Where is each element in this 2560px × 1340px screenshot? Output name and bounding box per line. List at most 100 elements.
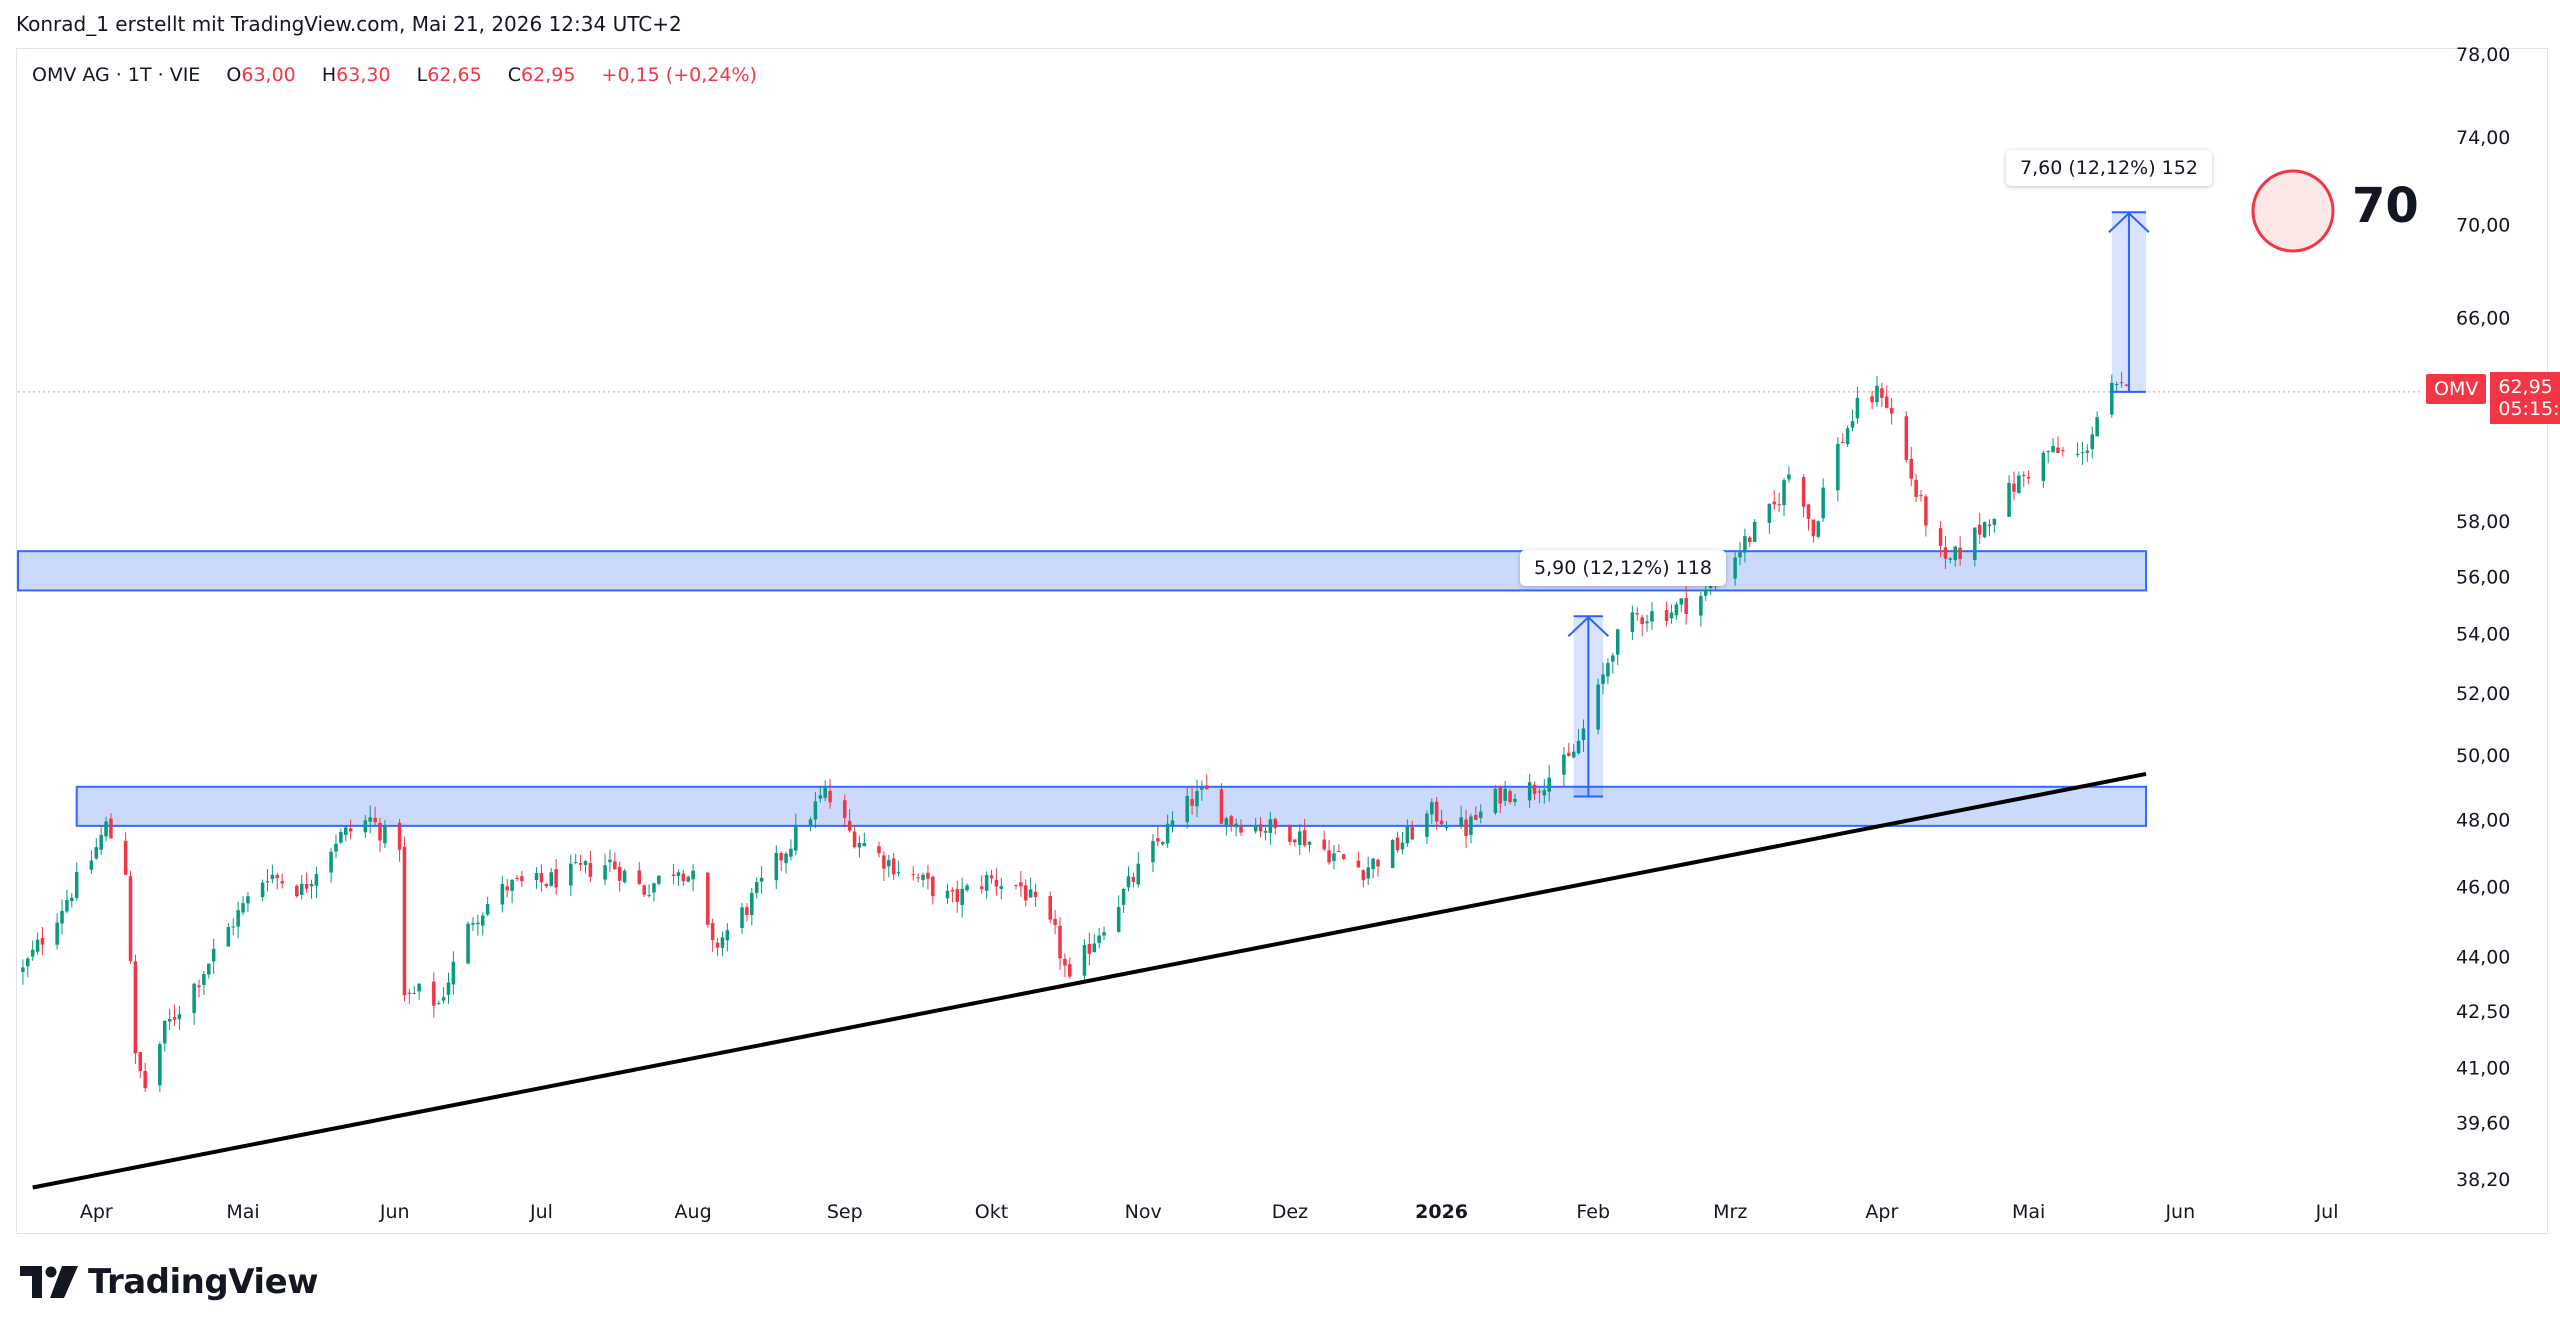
candle-up: [485, 896, 490, 917]
candle-down: [745, 903, 749, 921]
candle-body: [1200, 787, 1204, 790]
candle-up: [887, 854, 891, 878]
candle-body: [1068, 964, 1072, 977]
candle-down: [1567, 742, 1571, 757]
candle-body: [583, 860, 588, 866]
candle-up: [1425, 810, 1429, 844]
candle-down: [128, 870, 133, 964]
candle-up: [1836, 437, 1840, 502]
candle-up: [1121, 887, 1126, 913]
trendline[interactable]: [32, 772, 2147, 1190]
candle-down: [1361, 869, 1366, 888]
candle-body: [789, 848, 793, 857]
candle-down: [1840, 433, 1845, 444]
candle-up: [2075, 442, 2080, 458]
candle-body: [2114, 383, 2119, 386]
candle-body: [1606, 663, 1610, 677]
candle-up: [1787, 466, 1791, 483]
candle-body: [926, 872, 930, 879]
candle-down: [1131, 872, 1136, 888]
candle-up: [1400, 832, 1405, 855]
candle-body: [750, 892, 754, 916]
candle-body: [1121, 888, 1126, 905]
candle-body: [1434, 801, 1439, 822]
candle-up: [1332, 844, 1336, 870]
price-tick-label: 39,60: [2456, 1113, 2510, 1135]
candle-body: [578, 863, 583, 865]
candle-body: [784, 853, 788, 864]
candle-body: [265, 881, 270, 883]
candle-up: [921, 872, 925, 888]
candle-up: [241, 895, 245, 916]
candle-down: [1885, 385, 1889, 409]
candle-body: [745, 907, 749, 915]
candle-up: [471, 917, 475, 931]
candle-body: [1787, 474, 1791, 480]
candle-up: [260, 879, 265, 902]
candle-up: [676, 869, 681, 886]
candle-body: [485, 904, 490, 915]
candle-body: [1229, 816, 1233, 826]
measurement-label-upper[interactable]: 7,60 (12,12%) 152: [2006, 150, 2212, 186]
candle-body: [1224, 818, 1229, 826]
candle-down: [515, 874, 519, 882]
candle-body: [1508, 791, 1512, 802]
candle-up: [2051, 438, 2055, 453]
candle-body: [2110, 382, 2114, 415]
candle-body: [402, 846, 407, 996]
candle-down: [1063, 953, 1067, 977]
legend-symbol[interactable]: OMV AG · 1T · VIE: [32, 64, 201, 86]
candle-up: [412, 985, 417, 995]
candle-down: [172, 1004, 177, 1026]
candle-body: [544, 883, 549, 887]
candle-up: [1611, 652, 1615, 674]
measurement-label-lower[interactable]: 5,90 (12,12%) 118: [1520, 550, 1726, 586]
candle-down: [1924, 494, 1928, 537]
candle-up: [1738, 541, 1742, 566]
candle-up: [1615, 628, 1620, 665]
candle-up: [2041, 450, 2046, 489]
candle-down: [681, 869, 686, 886]
candle-up: [754, 877, 759, 899]
candle-body: [1924, 496, 1928, 526]
candle-up: [163, 1020, 167, 1052]
candle-up: [857, 835, 862, 858]
candle-body: [123, 840, 128, 875]
candle-down: [1806, 504, 1811, 531]
candle-body: [794, 825, 798, 851]
ascending-trendline: [32, 772, 2147, 1190]
candle-body: [1322, 839, 1326, 850]
time-axis[interactable]: Apr Mai Jun Jul Aug Sep Okt Nov Dez 2026 Feb Mrz Apr…: [80, 1201, 2339, 1223]
candle-up: [1268, 811, 1273, 845]
candle-body: [1596, 684, 1600, 730]
candle-up: [1028, 877, 1033, 898]
candle-down: [2124, 384, 2129, 387]
candle-body: [163, 1020, 167, 1044]
price-axis[interactable]: 78,00 74,00 70,00 66,00 58,00 56,00 54,00 52,00…: [2456, 44, 2510, 1191]
candle-up: [1581, 719, 1586, 752]
candle-down: [2056, 436, 2060, 454]
candle-up: [1092, 934, 1097, 953]
tradingview-logo[interactable]: TradingView: [20, 1262, 319, 1302]
candle-body: [515, 877, 519, 879]
price-tick-label: 52,00: [2456, 683, 2510, 705]
candle-up: [2080, 441, 2085, 465]
candle-up: [1126, 866, 1131, 892]
support-zones[interactable]: [17, 550, 2148, 827]
candle-down: [1434, 796, 1439, 830]
candle-up: [945, 883, 950, 904]
candle-body: [1889, 408, 1894, 414]
candle-body: [280, 881, 284, 884]
candle-down: [1327, 839, 1331, 865]
price-chart[interactable]: 78,00 74,00 70,00 66,00 58,00 56,00 54,00 52,00…: [0, 0, 2560, 1240]
candle-up: [1948, 557, 1953, 564]
price-range-measurements[interactable]: [1567, 211, 2150, 798]
measurement-arrow-head: [1567, 615, 1610, 637]
candle-down: [1024, 879, 1028, 907]
candle-body: [21, 967, 25, 973]
circle-annotation[interactable]: [2251, 169, 2335, 253]
candle-body: [1527, 782, 1532, 801]
chart-pane[interactable]: [16, 48, 2548, 1234]
candle-up: [104, 816, 108, 842]
candle-body: [1263, 830, 1268, 833]
